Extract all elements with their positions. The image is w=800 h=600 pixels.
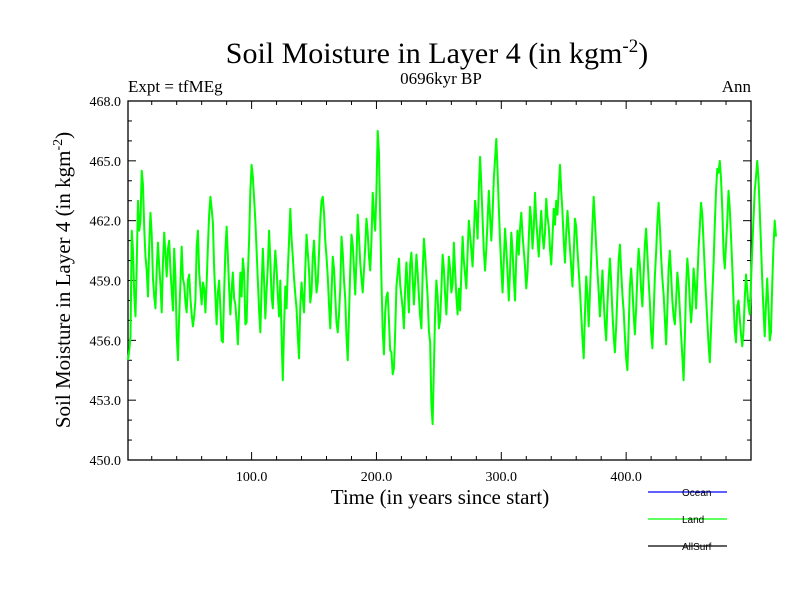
y-tick-label: 459.0 (90, 275, 122, 290)
chart-title-superscript: -2 (622, 36, 638, 57)
legend-label-land: Land (682, 515, 704, 526)
y-tick-label: 462.0 (90, 215, 122, 230)
legend-label-allsurf: AllSurf (682, 542, 712, 553)
legend-label-ocean: Ocean (682, 488, 711, 499)
y-tick-label: 450.0 (90, 454, 122, 469)
subtitle-left: Expt = tfMEg (128, 77, 223, 96)
series-layer (127, 129, 777, 426)
x-tick-label: 300.0 (486, 470, 518, 485)
subtitle-center: 0696kyr BP (400, 69, 482, 88)
y-tick-label: 456.0 (90, 334, 122, 349)
subtitle-right: Ann (722, 77, 752, 96)
x-tick-label: 400.0 (610, 470, 642, 485)
x-tick-label: 200.0 (361, 470, 393, 485)
y-axis-label-superscript: -2 (51, 139, 66, 151)
chart-title-close: ) (638, 37, 648, 70)
plot-frame (127, 100, 752, 461)
legend: Ocean Land AllSurf (648, 488, 727, 553)
x-axis-label: Time (in years since start) (331, 485, 550, 509)
series-line-land (127, 129, 777, 426)
y-axis-label-close: ) (51, 132, 75, 139)
y-tick-label: 453.0 (90, 394, 122, 409)
y-tick-label: 468.0 (90, 95, 122, 110)
y-tick-label: 465.0 (90, 155, 122, 170)
x-axis: 100.0 200.0 300.0 400.0 (151, 101, 752, 485)
y-axis-label: Soil Moisture in Layer 4 (in kgm-2) (51, 132, 75, 428)
chart-title-main: Soil Moisture in Layer 4 (in kgm (226, 37, 623, 70)
chart-title: Soil Moisture in Layer 4 (in kgm-2) (226, 36, 648, 70)
x-tick-label: 100.0 (236, 470, 268, 485)
y-axis-label-main: Soil Moisture in Layer 4 (in kgm (51, 151, 75, 429)
